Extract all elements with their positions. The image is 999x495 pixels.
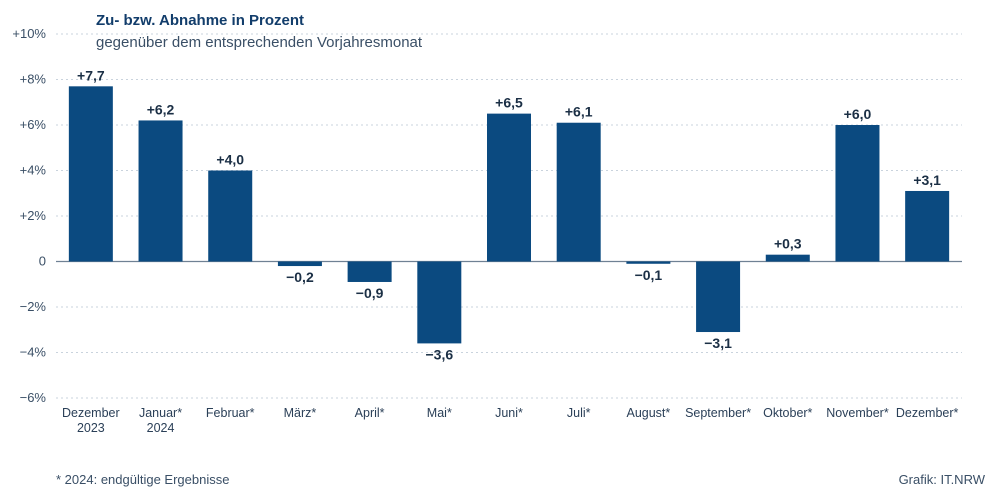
bar	[277, 261, 322, 267]
bar	[487, 113, 531, 262]
x-tick-label: Mai*	[427, 406, 452, 420]
source-credit: Grafik: IT.NRW	[898, 472, 985, 487]
data-label: −0,9	[356, 285, 384, 301]
data-label: +4,0	[216, 152, 244, 168]
x-tick-label: Juli*	[567, 406, 591, 420]
chart-subtitle: gegenüber dem entsprechenden Vorjahresmo…	[96, 34, 423, 51]
bar	[696, 261, 741, 333]
bar	[347, 261, 392, 282]
chart-title: Zu- bzw. Abnahme in Prozent	[96, 12, 305, 29]
y-tick-label: +4%	[20, 163, 47, 178]
y-tick-label: 0	[39, 254, 46, 269]
x-tick-label: April*	[355, 406, 385, 420]
bar	[626, 261, 671, 264]
x-tick-label: Januar*	[139, 406, 182, 420]
data-label: +3,1	[913, 172, 941, 188]
data-label: +0,3	[774, 236, 802, 252]
x-tick-label: 2023	[77, 421, 105, 435]
y-tick-label: −2%	[20, 299, 47, 314]
data-label: +6,2	[147, 101, 175, 117]
data-label: +6,1	[565, 104, 593, 120]
bar	[556, 122, 601, 262]
y-tick-label: +8%	[20, 72, 47, 87]
bar	[417, 261, 462, 344]
x-tick-label: März*	[284, 406, 317, 420]
data-label: −0,2	[286, 269, 314, 285]
x-tick-label: August*	[626, 406, 670, 420]
bar	[835, 125, 880, 262]
bar	[208, 170, 253, 262]
x-tick-label: 2024	[147, 421, 175, 435]
y-tick-label: −6%	[20, 390, 47, 405]
y-tick-label: −4%	[20, 345, 47, 360]
data-label: +6,5	[495, 95, 523, 111]
data-label: −3,6	[425, 346, 453, 362]
bar	[68, 86, 113, 262]
x-tick-label: Oktober*	[763, 406, 812, 420]
x-tick-label: Februar*	[206, 406, 255, 420]
bar	[765, 254, 810, 262]
x-tick-label: Juni*	[495, 406, 523, 420]
y-tick-label: +10%	[12, 26, 46, 41]
y-tick-label: +2%	[20, 208, 47, 223]
bar	[905, 190, 950, 262]
x-tick-label: November*	[826, 406, 889, 420]
footnote: * 2024: endgültige Ergebnisse	[56, 472, 230, 487]
bar	[138, 120, 183, 262]
x-tick-label: Dezember*	[896, 406, 959, 420]
data-label: +7,7	[77, 67, 105, 83]
x-tick-label: Dezember	[62, 406, 120, 420]
data-label: −0,1	[635, 267, 663, 283]
y-tick-label: +6%	[20, 117, 47, 132]
x-tick-label: September*	[685, 406, 751, 420]
data-label: +6,0	[844, 106, 872, 122]
data-label: −3,1	[704, 335, 732, 351]
